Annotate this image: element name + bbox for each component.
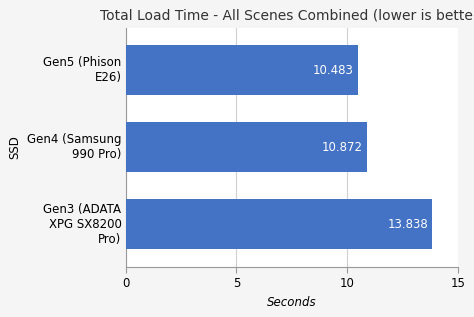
Bar [126,122,367,172]
X-axis label: Seconds: Seconds [267,296,317,309]
Bar [126,45,358,95]
Text: 10.872: 10.872 [321,141,362,154]
Bar [126,199,432,249]
Text: 10.483: 10.483 [313,64,354,77]
Y-axis label: SSD: SSD [9,135,21,159]
Title: Total Load Time - All Scenes Combined (lower is better): Total Load Time - All Scenes Combined (l… [100,8,474,22]
Text: 13.838: 13.838 [387,218,428,231]
